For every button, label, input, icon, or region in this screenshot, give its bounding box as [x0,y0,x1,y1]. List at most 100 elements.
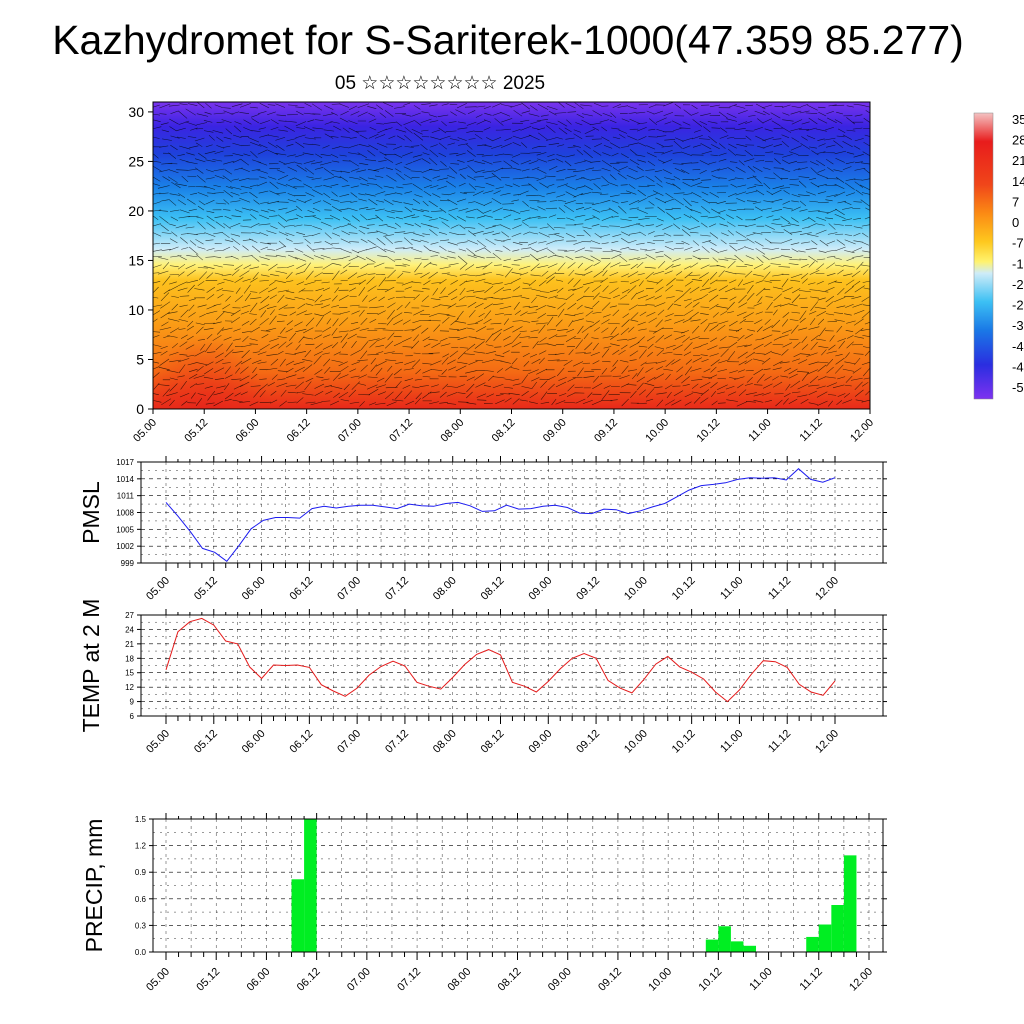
y-axis-label: PRECIP, mm [81,819,107,953]
x-tick-label: 10.00 [622,728,650,756]
x-tick-label: 11.00 [746,417,773,444]
warm-surface-region [770,365,870,409]
y-tick-label: 30 [128,104,144,120]
wind-arrows [153,102,870,407]
plot-frame [152,818,884,953]
y-tick-label: 999 [121,559,135,568]
colorbar-gradient [973,112,994,400]
warm-core-region [153,265,270,409]
x-tick-label: 07.00 [335,575,363,603]
x-tick-label: 11.12 [766,575,793,602]
y-axis-label: PMSL [78,481,104,544]
warm-surface-region [390,350,570,409]
y-tick-label: 1005 [116,525,134,534]
colorbar-label: -5 [1012,380,1024,395]
y-tick-label: 1.5 [135,815,147,824]
series-line [165,468,836,562]
x-tick-label: 10.00 [646,966,674,994]
x-tick-label: 11.00 [718,575,745,602]
x-tick-label: 09.12 [596,966,624,994]
y-tick-label: 24 [125,625,134,634]
x-tick-label: 10.12 [697,966,725,994]
pmsl-panel: 999 1002 1005 1008 1011 1014 1017 05.00 05.12 06.… [78,456,887,603]
x-tick-label: 11.00 [747,966,774,993]
x-tick-label: 06.00 [245,966,273,994]
y-tick-label: 0.9 [135,868,147,877]
precip-bar [831,905,844,952]
precip-bar [718,926,731,952]
y-tick-label: 27 [125,611,134,620]
precip-bar [730,941,744,952]
y-tick-label: 10 [128,302,144,318]
y-tick-label: 12 [125,683,134,692]
x-tick-label: 12.00 [813,728,841,756]
colorbar-label: 0 [1012,215,1019,230]
y-tick-label: 1011 [117,492,135,501]
precip-bar [806,936,819,952]
wind-vector-field [153,102,870,407]
x-tick-label: 12.00 [847,966,875,994]
x-tick-label: 08.00 [438,417,466,445]
x-tick-label: 06.12 [295,966,323,994]
warm-surface-region [610,360,770,409]
chart-subtitle: 05 ☆☆☆☆☆☆☆☆ 2025 [334,73,546,94]
y-tick-label: 25 [128,153,144,169]
colorbar-label: 7 [1012,194,1019,209]
x-tick-label: 09.12 [574,575,602,603]
precip-bar [743,945,757,952]
temperature-panel: 6 9 12 15 18 21 24 27 05.00 05.12 06.00 06.12 07.00 0… [78,599,887,756]
colorbar-label: -2 [1012,298,1024,313]
y-tick-label: 1.2 [135,842,147,851]
x-tick-label: 11.12 [766,728,793,755]
x-tick-label: 08.00 [431,575,459,603]
y-tick-label: 1014 [116,475,134,484]
colorbar-label: -4 [1012,359,1024,374]
colorbar-label: 21 [1012,153,1024,168]
x-tick-label: 05.00 [144,575,172,603]
y-tick-label: 20 [128,203,144,219]
x-tick-label: 11.00 [718,728,745,755]
y-tick-label: 0.0 [135,948,147,957]
x-tick-label: 06.12 [288,728,316,756]
chart-title: Kazhydromet for S-Sariterek-1000(47.359 … [52,17,964,63]
y-tick-label: 21 [125,640,134,649]
precip-bar [843,855,857,952]
x-tick-label: 08.00 [445,966,473,994]
y-tick-label: 6 [130,712,135,721]
x-tick-label: 09.00 [541,417,569,445]
y-tick-label: 0 [136,401,144,417]
x-tick-label: 05.00 [131,417,159,445]
x-tick-label: 10.00 [622,575,650,603]
colorbar-label: -1 [1012,256,1024,271]
x-tick-label: 06.00 [234,417,262,445]
precip-bar [818,924,832,952]
x-tick-label: 11.12 [798,417,825,444]
x-tick-label: 12.00 [813,575,841,603]
y-tick-label: 5 [136,351,144,367]
y-tick-label: 15 [128,252,144,268]
x-tick-label: 08.00 [431,728,459,756]
y-tick-label: 15 [125,669,134,678]
x-tick-label: 05.00 [144,966,172,994]
x-tick-label: 07.00 [336,417,364,445]
cross-section-panel: 0 5 10 15 20 25 30 05.00 05.12 06.00 06.12 07.00 07.… [128,101,876,445]
colorbar-label: -3 [1012,318,1024,333]
colorbar-legend: 35 28 21 14 7 0 -7 -1 -2 -2 -3 -4 -4 -5 [973,112,1024,400]
plot-frame [140,461,884,564]
x-tick-label: 08.12 [490,417,518,445]
x-tick-label: 09.00 [526,575,554,603]
x-tick-label: 05.12 [194,966,222,994]
y-tick-label: 0.6 [135,895,147,904]
x-tick-label: 10.00 [643,417,671,445]
plot-frame [140,614,884,717]
x-tick-label: 09.12 [592,417,620,445]
x-tick-label: 10.12 [670,575,698,603]
x-tick-label: 09.12 [574,728,602,756]
series-line [165,617,836,703]
x-tick-label: 08.12 [479,575,507,603]
x-tick-label: 07.00 [345,966,373,994]
precip-bar [304,819,317,952]
x-tick-label: 07.00 [335,728,363,756]
x-tick-label: 05.12 [192,575,220,603]
precipitation-panel: 0.0 0.3 0.6 0.9 1.2 1.5 05.00 05.12 06.00 06.12 07… [81,813,887,994]
